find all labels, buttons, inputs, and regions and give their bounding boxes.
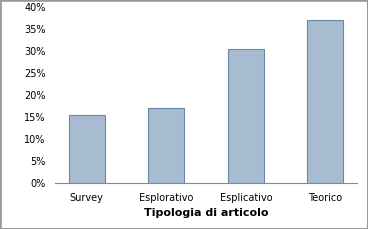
- Bar: [148, 108, 184, 183]
- Bar: [307, 20, 343, 183]
- X-axis label: Tipologia di articolo: Tipologia di articolo: [144, 208, 268, 218]
- Bar: [69, 115, 105, 183]
- Bar: [228, 49, 264, 183]
